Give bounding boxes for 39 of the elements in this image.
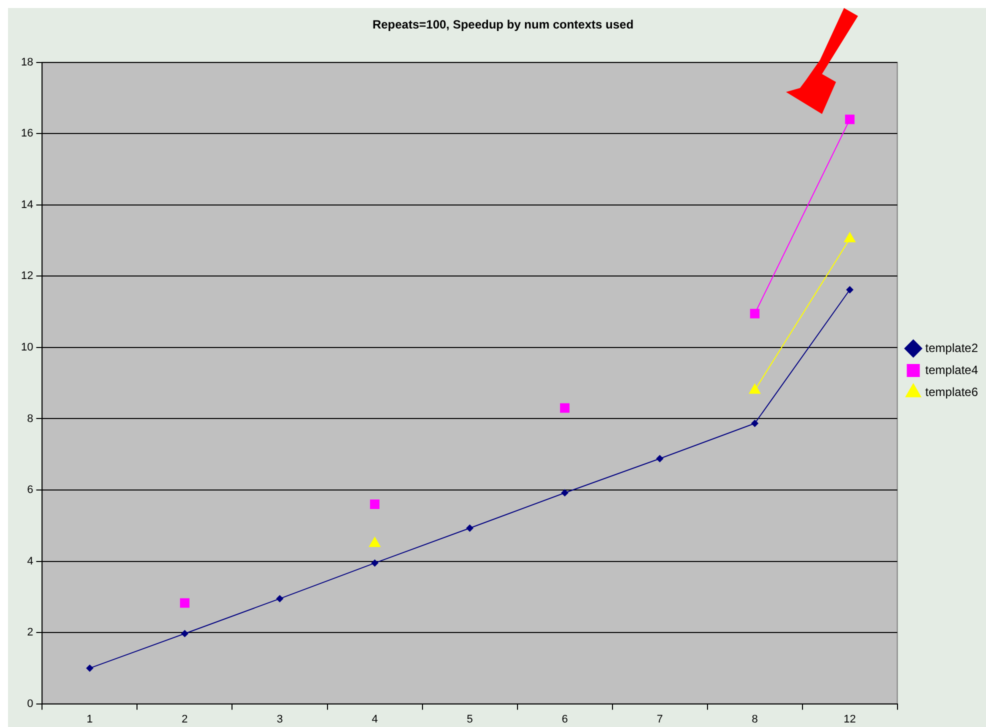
legend-label: template2 [925, 340, 978, 355]
point [86, 664, 94, 672]
x-tick-label: 1 [86, 713, 93, 726]
point [466, 524, 474, 532]
x-tick-label: 3 [276, 713, 283, 726]
x-tick-label: 5 [466, 713, 473, 726]
point [751, 420, 758, 427]
point [561, 489, 568, 496]
point [560, 403, 570, 413]
point [656, 455, 664, 462]
point [371, 560, 378, 567]
y-tick-label: 18 [20, 56, 34, 68]
x-tick-label: 4 [372, 713, 378, 726]
chart-title: Repeats=100, Speedup by num contexts used [372, 18, 634, 32]
y-tick-label: 14 [20, 198, 34, 211]
y-tick-label: 6 [27, 484, 34, 496]
y-tick-label: 12 [20, 270, 34, 282]
point [845, 114, 855, 124]
point [276, 595, 284, 602]
y-tick-label: 2 [27, 626, 34, 639]
point [846, 286, 854, 294]
point [180, 598, 190, 608]
x-tick-label: 2 [182, 713, 188, 726]
x-tick-label: 12 [844, 713, 856, 726]
y-tick-label: 10 [20, 342, 34, 354]
y-tick-label: 8 [27, 412, 34, 425]
legend-label: template6 [925, 384, 978, 399]
point [370, 500, 380, 509]
y-tick-label: 0 [27, 698, 34, 710]
x-tick-label: 8 [752, 713, 758, 726]
point [749, 384, 760, 394]
legend-label: template4 [925, 362, 978, 377]
point [844, 232, 856, 242]
point [750, 308, 760, 318]
y-tick-label: 4 [27, 555, 34, 568]
y-tick-label: 16 [20, 128, 34, 140]
x-tick-label: 6 [562, 713, 568, 726]
point [181, 630, 188, 638]
x-tick-label: 7 [656, 713, 663, 726]
